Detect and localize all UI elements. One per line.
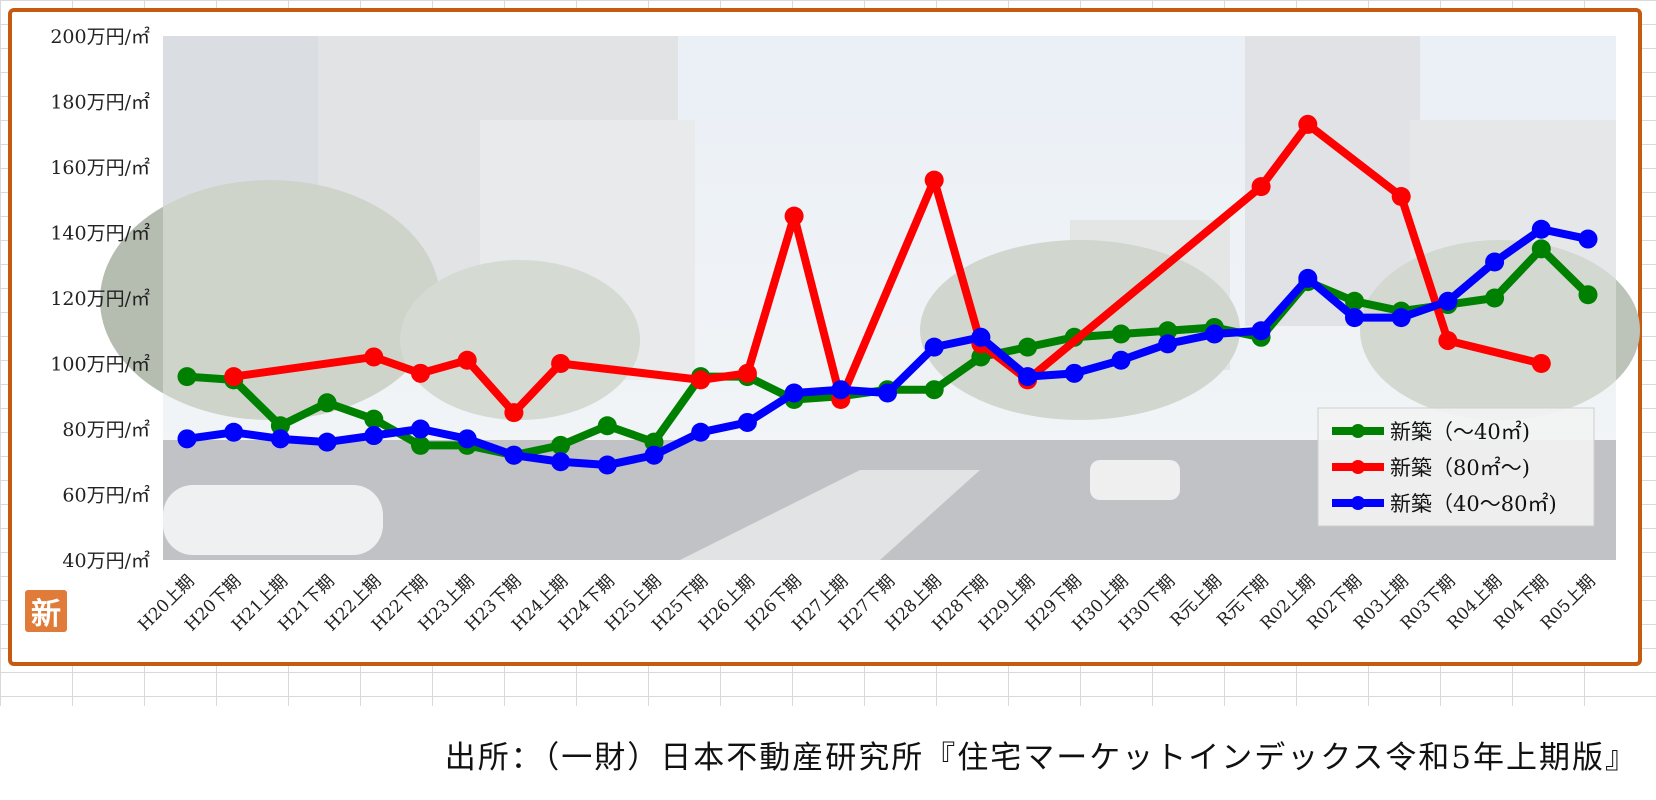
- data-point: [644, 432, 664, 452]
- data-point: [270, 416, 290, 436]
- data-point: [457, 429, 477, 449]
- data-point: [691, 422, 711, 442]
- data-point: [411, 363, 430, 383]
- y-tick-label: 120万円/㎡: [50, 287, 150, 310]
- source-band: [0, 706, 1656, 800]
- data-point: [1251, 177, 1271, 197]
- data-point: [177, 429, 197, 449]
- x-tick-label: R元上期: [1167, 571, 1226, 630]
- data-point: [551, 354, 571, 373]
- data-point: [317, 393, 337, 413]
- data-point: [784, 206, 804, 226]
- y-tick-label: 180万円/㎡: [50, 91, 150, 114]
- legend-label: 新築（40～80㎡): [1390, 492, 1557, 516]
- data-point: [364, 426, 384, 446]
- data-point: [1531, 239, 1551, 259]
- data-point: [971, 327, 991, 347]
- data-point: [1064, 363, 1084, 383]
- data-point: [1111, 350, 1131, 370]
- data-point: [1345, 308, 1364, 328]
- data-point: [597, 455, 617, 475]
- data-point: [1438, 331, 1458, 351]
- data-point: [1158, 321, 1178, 341]
- chart: 40万円/㎡ 60万円/㎡ 80万円/㎡ 100万円/㎡ 120万円/㎡ 140万円/㎡ 1…: [50, 25, 1640, 635]
- series-layer: [177, 114, 1598, 475]
- data-point: [1531, 219, 1551, 239]
- data-point: [224, 367, 244, 387]
- data-point: [504, 445, 524, 465]
- data-point: [224, 422, 244, 442]
- legend-swatch-marker: [1351, 424, 1365, 438]
- legend-swatch-marker: [1351, 496, 1365, 510]
- x-axis: H20上期H20下期H21上期H21下期H22上期H22下期H23上期H23下期…: [135, 571, 1600, 635]
- data-point: [644, 445, 664, 465]
- y-axis: 40万円/㎡ 60万円/㎡ 80万円/㎡ 100万円/㎡ 120万円/㎡ 140万円/㎡ 1…: [50, 25, 150, 572]
- data-point: [1345, 291, 1364, 311]
- data-point: [551, 452, 571, 472]
- data-point: [504, 403, 524, 423]
- y-tick-label: 100万円/㎡: [50, 353, 150, 376]
- data-point: [1438, 291, 1458, 311]
- y-tick-label: 60万円/㎡: [62, 484, 150, 507]
- legend-label: 新築（80㎡～): [1390, 456, 1530, 480]
- data-point: [1485, 288, 1505, 308]
- data-point: [924, 380, 944, 400]
- data-point: [1204, 324, 1224, 344]
- legend-label: 新築（～40㎡): [1390, 420, 1530, 444]
- data-point: [1485, 252, 1505, 272]
- data-point: [1018, 337, 1038, 357]
- y-tick-label: 80万円/㎡: [62, 418, 150, 441]
- data-point: [1298, 268, 1318, 288]
- data-point: [831, 380, 851, 400]
- new-badge: 新: [25, 590, 67, 632]
- data-point: [411, 419, 430, 439]
- data-point: [411, 435, 430, 455]
- data-point: [1158, 334, 1178, 354]
- data-point: [177, 367, 197, 387]
- data-point: [737, 363, 757, 383]
- data-point: [737, 412, 757, 432]
- source-note: 出所：（一財）日本不動産研究所『住宅マーケットインデックス令和5年上期版』: [444, 740, 1638, 776]
- data-point: [270, 429, 290, 449]
- data-point: [317, 432, 337, 452]
- data-point: [1298, 114, 1318, 134]
- y-tick-label: 200万円/㎡: [50, 25, 150, 48]
- data-point: [551, 435, 571, 455]
- data-point: [1391, 186, 1411, 206]
- y-tick-label: 160万円/㎡: [50, 156, 150, 179]
- data-point: [1018, 367, 1038, 387]
- data-point: [1531, 354, 1551, 373]
- data-point: [1578, 285, 1598, 305]
- data-point: [364, 409, 384, 429]
- series-3: [177, 219, 1598, 475]
- y-tick-label: 140万円/㎡: [50, 222, 150, 245]
- legend: 新築（～40㎡) 新築（80㎡～) 新築（40～80㎡): [1317, 407, 1595, 527]
- data-point: [1391, 308, 1411, 328]
- data-point: [784, 383, 804, 403]
- data-point: [597, 416, 617, 436]
- data-point: [1578, 229, 1598, 249]
- legend-swatch-marker: [1351, 460, 1365, 474]
- data-point: [878, 383, 897, 403]
- data-point: [691, 370, 711, 390]
- data-point: [457, 350, 477, 370]
- data-point: [924, 170, 944, 190]
- data-point: [1251, 321, 1271, 341]
- data-point: [364, 347, 384, 367]
- data-point: [1111, 324, 1131, 344]
- y-tick-label: 40万円/㎡: [62, 549, 150, 572]
- data-point: [924, 337, 944, 357]
